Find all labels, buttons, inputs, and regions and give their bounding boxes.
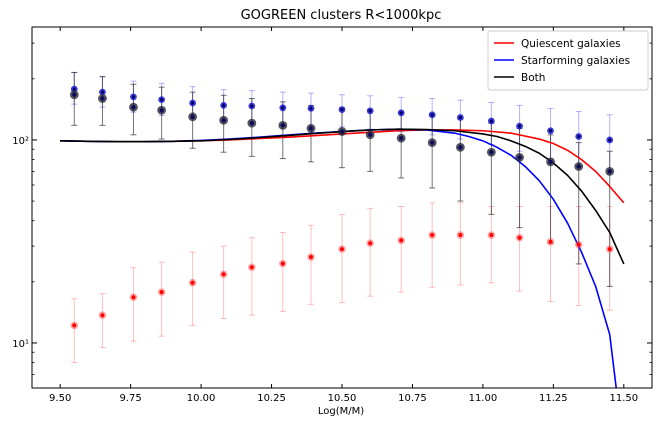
data-point-core bbox=[576, 242, 581, 247]
data-point-core bbox=[190, 280, 195, 285]
data-point-core bbox=[72, 92, 77, 97]
data-point-core bbox=[429, 140, 435, 145]
data-point-core bbox=[368, 109, 372, 113]
data-point-core bbox=[100, 313, 105, 318]
data-point-core bbox=[368, 241, 373, 246]
marker-series-3 bbox=[70, 231, 614, 330]
data-point-core bbox=[222, 103, 226, 107]
data-point-core bbox=[280, 261, 285, 266]
data-point-core bbox=[131, 104, 136, 110]
data-point-core bbox=[159, 108, 164, 113]
data-point-core bbox=[367, 132, 373, 138]
data-point-core bbox=[131, 95, 136, 99]
legend-box bbox=[487, 30, 649, 91]
data-point-core bbox=[548, 159, 553, 165]
data-point-core bbox=[548, 239, 553, 244]
legend: Quiescent galaxies Starforming galaxies Bo… bbox=[487, 30, 649, 91]
data-point-core bbox=[576, 164, 581, 169]
data-point-core bbox=[308, 126, 314, 131]
y-tick-label: 10¹ bbox=[12, 339, 29, 350]
data-point-core bbox=[190, 114, 195, 120]
data-point-core bbox=[489, 119, 493, 123]
x-tick-label: 11.50 bbox=[609, 393, 638, 404]
x-tick-label: 9.50 bbox=[49, 393, 71, 404]
marker-series-4 bbox=[70, 85, 614, 144]
data-point-core bbox=[72, 323, 77, 328]
marker-series-5 bbox=[69, 90, 615, 176]
data-point-core bbox=[72, 87, 76, 91]
data-point-core bbox=[131, 295, 136, 300]
data-point-core bbox=[249, 120, 255, 126]
data-point-core bbox=[577, 134, 581, 139]
x-tick-label: 11.25 bbox=[539, 393, 568, 404]
legend-label: Both bbox=[521, 72, 545, 84]
data-point-core bbox=[517, 124, 522, 128]
data-point-core bbox=[281, 106, 285, 110]
series-line-both bbox=[60, 128, 625, 265]
data-point-core bbox=[399, 111, 403, 115]
data-point-core bbox=[100, 90, 105, 94]
data-point-core bbox=[221, 118, 226, 123]
data-point-core bbox=[458, 145, 463, 150]
chart-title: GOGREEN clusters R<1000kpc bbox=[241, 8, 442, 23]
data-point-core bbox=[100, 96, 105, 101]
data-point-core bbox=[398, 135, 404, 141]
x-tick-label: 10.75 bbox=[398, 393, 427, 404]
data-point-core bbox=[489, 233, 494, 238]
data-point-core bbox=[399, 238, 404, 243]
errorbar-series-3 bbox=[71, 202, 613, 364]
data-point-core bbox=[160, 98, 164, 102]
legend-label: Quiescent galaxies bbox=[521, 38, 621, 50]
data-point-core bbox=[309, 255, 313, 260]
plot-area bbox=[60, 71, 625, 388]
axes: 9.50 9.75 10.00 10.25 10.50 10.75 11.00 11.25 11… bbox=[12, 27, 652, 404]
data-point-core bbox=[280, 123, 286, 128]
data-point-core bbox=[517, 235, 522, 240]
data-point-core bbox=[607, 247, 612, 252]
data-point-core bbox=[249, 265, 254, 270]
data-point-core bbox=[340, 247, 344, 252]
data-point-core bbox=[340, 108, 344, 112]
legend-label: Starforming galaxies bbox=[521, 55, 630, 67]
y-tick-label: 10² bbox=[12, 136, 29, 147]
data-point-core bbox=[548, 129, 553, 133]
data-point-core bbox=[458, 115, 462, 120]
x-tick-label: 10.50 bbox=[328, 393, 357, 404]
data-point-core bbox=[309, 106, 313, 111]
data-point-core bbox=[607, 169, 612, 174]
x-axis-title: Log(M/M) bbox=[318, 406, 364, 417]
x-tick-label: 10.00 bbox=[187, 393, 216, 404]
data-point-core bbox=[489, 150, 494, 155]
series-line-starforming-galaxies bbox=[60, 128, 618, 388]
x-tick-label: 11.00 bbox=[469, 393, 498, 404]
data-point-core bbox=[191, 101, 195, 105]
data-point-core bbox=[430, 233, 435, 238]
x-tick-label: 9.75 bbox=[120, 393, 142, 404]
data-point-core bbox=[159, 290, 164, 295]
data-point-core bbox=[430, 113, 434, 117]
x-tick-label: 10.25 bbox=[257, 393, 286, 404]
data-point-core bbox=[250, 104, 254, 108]
data-point-core bbox=[517, 155, 522, 160]
data-point-core bbox=[458, 233, 463, 238]
data-point-core bbox=[339, 129, 345, 134]
data-point-core bbox=[221, 272, 226, 277]
data-point-core bbox=[608, 138, 612, 142]
